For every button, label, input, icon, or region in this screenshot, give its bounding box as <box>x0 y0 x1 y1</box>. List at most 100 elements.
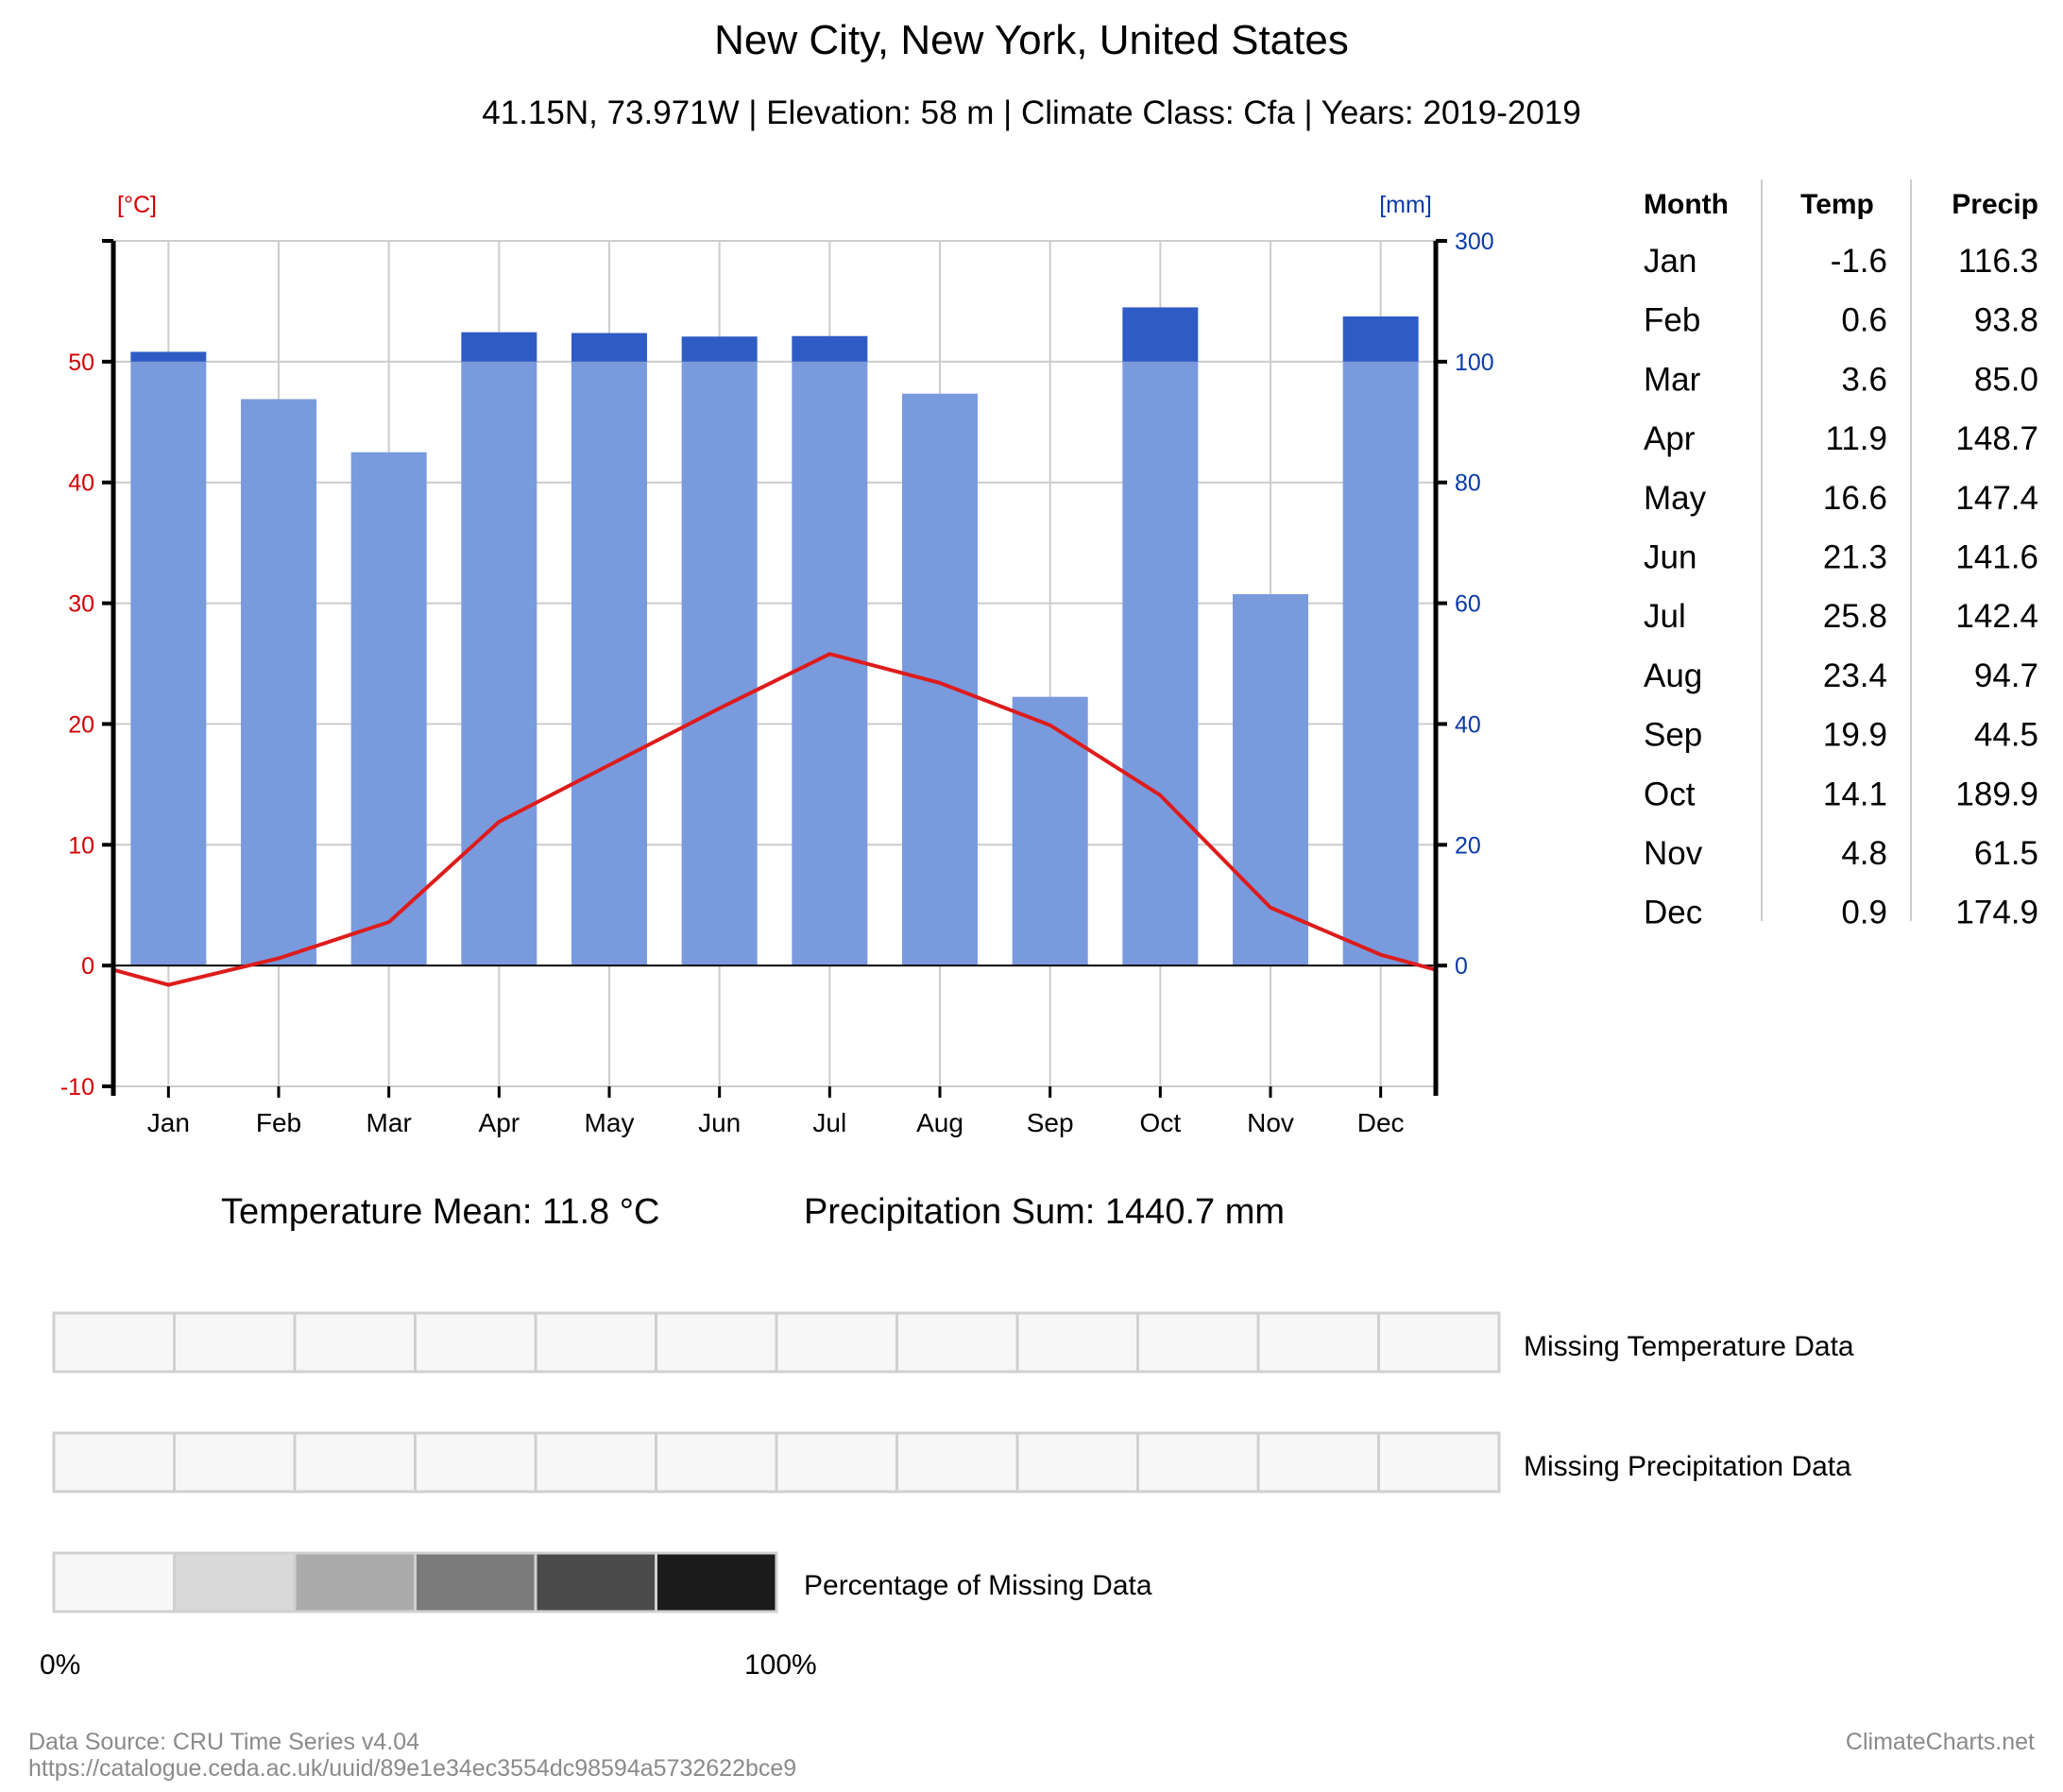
right-axis-unit: [mm] <box>1379 192 1432 218</box>
left-tick-label: 10 <box>68 832 94 859</box>
missing-temp-cell <box>52 1311 176 1374</box>
precip-bar <box>1342 361 1419 966</box>
missing-precip-cell <box>1015 1431 1139 1493</box>
missing-precip-label: Missing Precipitation Data <box>1524 1451 1851 1482</box>
precip-bar-excess <box>681 336 758 362</box>
x-tick-label: Apr <box>479 1108 520 1137</box>
data-source-url[interactable]: https://catalogue.ceda.ac.uk/uuid/89e1e3… <box>28 1755 797 1782</box>
precip-bar <box>130 361 207 966</box>
table-precip: 142.4 <box>1955 598 2038 635</box>
right-tick-label: 80 <box>1455 470 1481 497</box>
x-tick-label: Sep <box>1027 1108 1074 1137</box>
precip-bar <box>350 452 427 966</box>
missing-precip-cell <box>1136 1431 1260 1493</box>
missing-scale-swatch <box>173 1551 297 1613</box>
table-header: Temp <box>1800 189 1874 220</box>
table-header: Month <box>1644 189 1729 220</box>
missing-precip-cell <box>534 1431 657 1493</box>
missing-temp-cell <box>414 1311 537 1374</box>
chart-title: New City, New York, United States <box>714 17 1349 63</box>
missing-scale-swatch <box>52 1551 176 1613</box>
precipitation-sum: Precipitation Sum: 1440.7 mm <box>804 1192 1286 1232</box>
missing-scale-max: 100% <box>744 1649 817 1681</box>
precip-bar-excess <box>571 333 647 362</box>
right-tick-label: 60 <box>1455 591 1481 618</box>
missing-temp-label: Missing Temperature Data <box>1524 1331 1854 1362</box>
right-tick-label: 0 <box>1455 953 1468 980</box>
x-tick-label: Oct <box>1140 1108 1182 1137</box>
missing-temp-cell <box>1377 1311 1501 1374</box>
table-precip: 148.7 <box>1955 420 2038 457</box>
x-tick-label: Dec <box>1357 1108 1405 1137</box>
table-month: May <box>1644 480 1707 517</box>
left-tick-label: 30 <box>68 591 94 618</box>
missing-temp-cell <box>173 1311 297 1374</box>
table-month: Jun <box>1644 539 1696 576</box>
table-temp: 14.1 <box>1823 776 1887 812</box>
precip-bar <box>571 361 647 966</box>
data-source: Data Source: CRU Time Series v4.04 <box>28 1729 420 1755</box>
table-precip: 61.5 <box>1974 835 2038 872</box>
precip-bar-excess <box>1122 307 1199 362</box>
precip-bar <box>792 361 868 966</box>
table-precip: 93.8 <box>1974 302 2038 339</box>
missing-precip-cell <box>655 1431 778 1493</box>
x-tick-label: Aug <box>916 1108 963 1137</box>
right-tick-label: 20 <box>1455 832 1481 859</box>
table-temp: 23.4 <box>1823 657 1887 694</box>
table-temp: 19.9 <box>1823 717 1887 754</box>
table-temp: 11.9 <box>1825 420 1887 457</box>
precip-bar <box>902 393 978 966</box>
left-tick-label: 0 <box>81 953 94 980</box>
missing-precip-cell <box>414 1431 537 1493</box>
precip-bar <box>1233 593 1308 966</box>
left-tick-label: -10 <box>60 1074 94 1101</box>
table-precip: 189.9 <box>1955 776 2038 812</box>
brand-link[interactable]: ClimateCharts.net <box>1845 1729 2035 1755</box>
precip-bar <box>1012 696 1088 966</box>
missing-temp-cell <box>655 1311 778 1374</box>
table-temp: 4.8 <box>1841 835 1887 872</box>
missing-scale-swatch <box>655 1551 778 1613</box>
table-temp: 0.9 <box>1841 895 1887 931</box>
table-temp: 16.6 <box>1823 480 1887 517</box>
missing-scale-min: 0% <box>40 1649 80 1681</box>
table-precip: 147.4 <box>1955 480 2038 517</box>
x-tick-label: Nov <box>1247 1108 1294 1137</box>
missing-precip-cell <box>1377 1431 1501 1493</box>
missing-temp-cell <box>534 1311 657 1374</box>
table-temp: 21.3 <box>1823 539 1887 576</box>
precip-bar <box>681 361 758 966</box>
precip-bar <box>461 361 537 966</box>
x-tick-label: May <box>585 1108 635 1137</box>
table-temp: 3.6 <box>1841 361 1887 398</box>
missing-scale-swatch <box>534 1551 657 1613</box>
missing-temp-cell <box>895 1311 1019 1374</box>
table-month: Sep <box>1644 717 1702 754</box>
x-tick-label: Jul <box>812 1108 846 1137</box>
table-month: Feb <box>1644 302 1700 339</box>
temperature-line <box>112 652 1437 987</box>
table-month: Apr <box>1644 420 1696 457</box>
right-tick-label: 40 <box>1455 711 1481 738</box>
missing-precip-cell <box>895 1431 1019 1493</box>
table-month: Aug <box>1644 657 1702 694</box>
precip-bar-excess <box>792 335 868 362</box>
missing-temp-cell <box>1015 1311 1139 1374</box>
table-precip: 94.7 <box>1974 657 2038 694</box>
table-precip: 85.0 <box>1974 361 2038 398</box>
missing-precip-cell <box>1256 1431 1380 1493</box>
missing-scale-swatch <box>414 1551 537 1613</box>
missing-temp-cell <box>293 1311 417 1374</box>
precip-bar-excess <box>461 332 537 362</box>
missing-temp-cell <box>775 1311 898 1374</box>
table-temp: 25.8 <box>1823 598 1887 635</box>
missing-scale-label: Percentage of Missing Data <box>804 1570 1152 1601</box>
missing-temp-cell <box>1256 1311 1380 1374</box>
table-precip: 116.3 <box>1958 243 2038 280</box>
missing-precip-cell <box>52 1431 176 1493</box>
missing-scale-swatch <box>293 1551 417 1613</box>
left-tick-label: 50 <box>68 350 94 376</box>
table-month: Jul <box>1644 598 1686 635</box>
